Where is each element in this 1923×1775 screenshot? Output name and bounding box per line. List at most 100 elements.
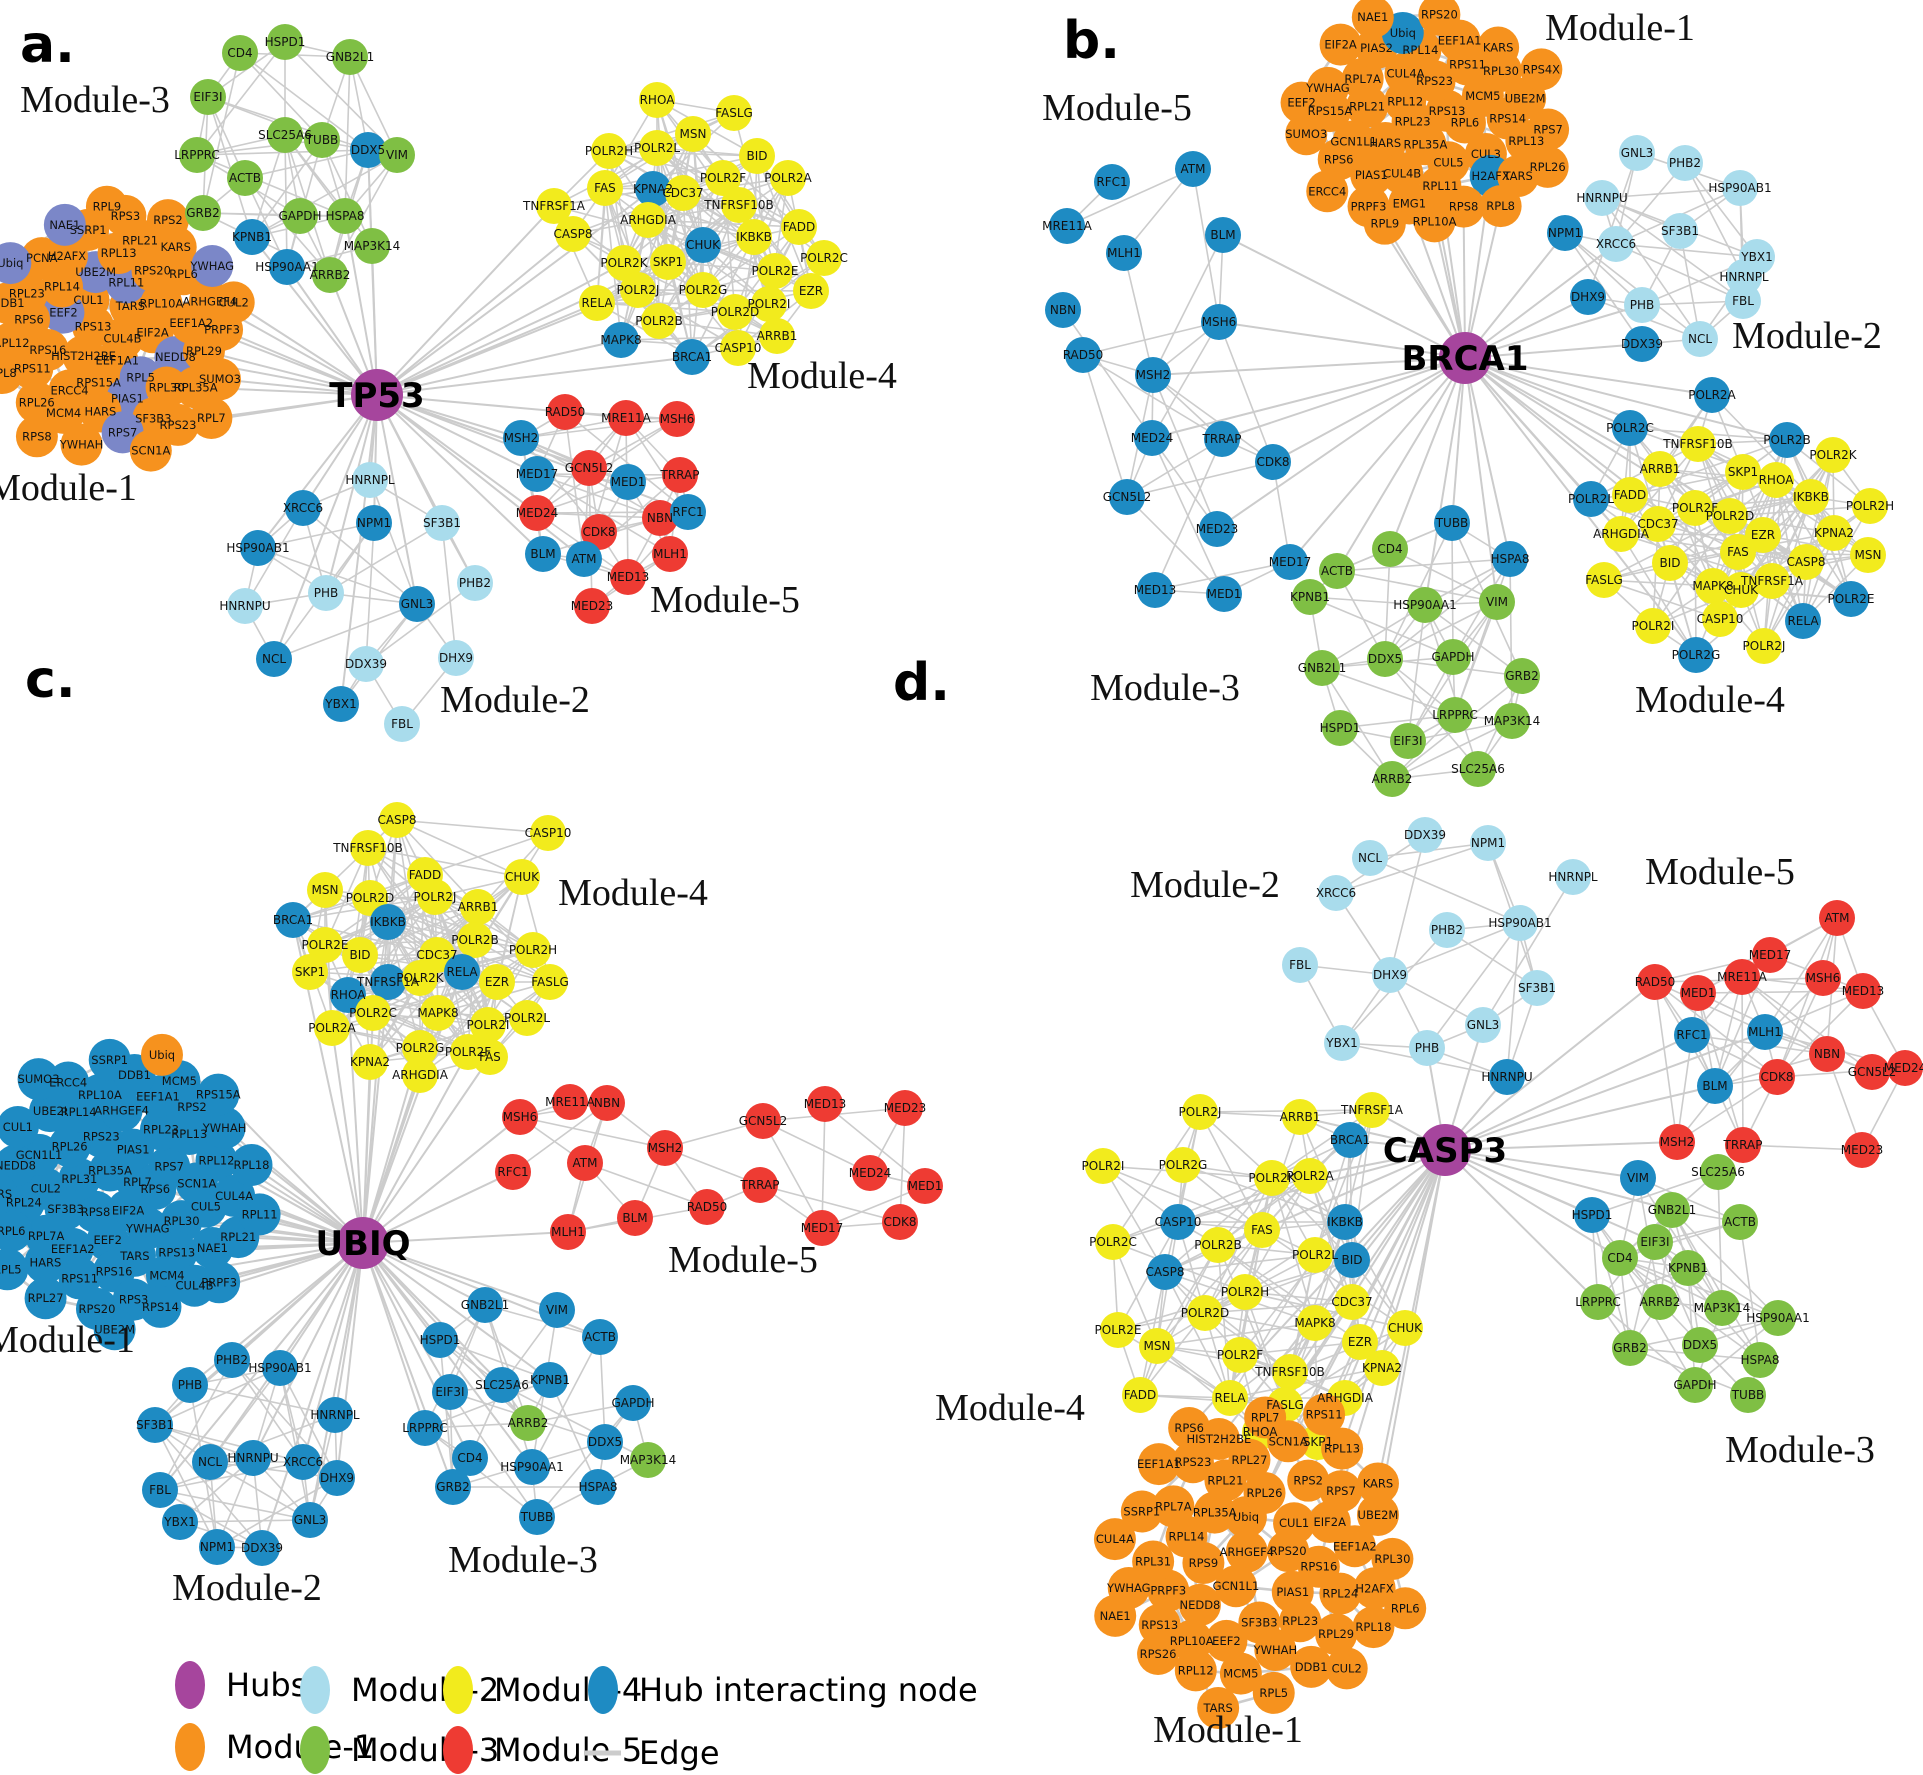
node-BID[interactable]: [1652, 545, 1688, 581]
node-RPL27[interactable]: [24, 1277, 67, 1320]
node-TUBB[interactable]: [519, 1499, 555, 1535]
node-DDX39[interactable]: [1407, 817, 1443, 853]
node-RPS23[interactable]: [156, 403, 199, 446]
node-RHOA[interactable]: [330, 977, 366, 1013]
node-FBL[interactable]: [1725, 283, 1761, 319]
node-FBL[interactable]: [384, 706, 420, 742]
node-XRCC6[interactable]: [285, 490, 321, 526]
node-RPL23[interactable]: [1279, 1600, 1322, 1643]
node-RPL7[interactable]: [190, 397, 233, 440]
node-ARHGDIA[interactable]: [630, 202, 666, 238]
node-CD4[interactable]: [222, 35, 258, 71]
node-POLR2E[interactable]: [1833, 581, 1869, 617]
node-CUL4A[interactable]: [1093, 1518, 1136, 1561]
node-TUBB[interactable]: [304, 122, 340, 158]
node-NAE1[interactable]: [1094, 1594, 1137, 1637]
node-SKP1[interactable]: [650, 244, 686, 280]
node-PCNA[interactable]: [20, 237, 63, 280]
node-HSP90AB1[interactable]: [262, 1350, 298, 1386]
node-ACTB[interactable]: [1722, 1204, 1758, 1240]
node-FASLG[interactable]: [532, 964, 568, 1000]
node-RAD50[interactable]: [547, 394, 583, 430]
node-ACTB[interactable]: [227, 160, 263, 196]
node-KPNB1[interactable]: [1670, 1250, 1706, 1286]
node-GRB2[interactable]: [185, 195, 221, 231]
node-FADD[interactable]: [1612, 477, 1648, 513]
node-NCL[interactable]: [1682, 321, 1718, 357]
node-MSN[interactable]: [307, 872, 343, 908]
node-GNB2L1[interactable]: [1304, 650, 1340, 686]
node-PHB2[interactable]: [457, 565, 493, 601]
node-VIM[interactable]: [379, 137, 415, 173]
node-ARHGEF4[interactable]: [1225, 1530, 1268, 1573]
node-Ubiq[interactable]: [0, 242, 32, 285]
node-KARS[interactable]: [1477, 26, 1520, 69]
node-ARRB2[interactable]: [312, 257, 348, 293]
node-DHX9[interactable]: [319, 1460, 355, 1496]
node-POLR2C[interactable]: [806, 240, 842, 276]
node-YWHAG[interactable]: [191, 245, 234, 288]
node-RPL12[interactable]: [195, 1139, 238, 1182]
node-DHX9[interactable]: [438, 640, 474, 676]
node-POLR2L[interactable]: [639, 130, 675, 166]
node-POLR2A[interactable]: [770, 160, 806, 196]
node-HSPD1[interactable]: [1322, 710, 1358, 746]
node-GAPDH[interactable]: [282, 198, 318, 234]
node-BRCA1[interactable]: [674, 339, 710, 375]
node-MLH1[interactable]: [1106, 235, 1142, 271]
node-GNL3[interactable]: [399, 586, 435, 622]
node-PHB2[interactable]: [1667, 145, 1703, 181]
node-GNL3[interactable]: [1465, 1007, 1501, 1043]
node-ACTB[interactable]: [582, 1319, 618, 1355]
node-DDB1[interactable]: [0, 282, 30, 325]
node-HSP90AA1[interactable]: [269, 249, 305, 285]
node-TNFRSF1A[interactable]: [1354, 1092, 1390, 1128]
node-TRRAP[interactable]: [662, 457, 698, 493]
node-MAP3K14[interactable]: [1704, 1290, 1740, 1326]
node-RAD50[interactable]: [689, 1189, 725, 1225]
node-MED17[interactable]: [1752, 937, 1788, 973]
node-CASP8[interactable]: [555, 216, 591, 252]
node-HSPD1[interactable]: [1574, 1197, 1610, 1233]
node-RPL31[interactable]: [1132, 1540, 1175, 1583]
node-MSH6[interactable]: [1805, 960, 1841, 996]
node-RPS7[interactable]: [1527, 108, 1570, 151]
node-PHB[interactable]: [1409, 1030, 1445, 1066]
node-RPL27[interactable]: [1228, 1438, 1271, 1481]
node-NAE1[interactable]: [43, 203, 86, 246]
node-RFC1[interactable]: [1674, 1017, 1710, 1053]
node-HSP90AB1[interactable]: [1722, 170, 1758, 206]
node-FAS[interactable]: [472, 1039, 508, 1075]
node-POLR2L[interactable]: [509, 1000, 545, 1036]
node-EIF2A[interactable]: [1319, 23, 1362, 66]
node-RPL35A[interactable]: [1193, 1491, 1236, 1534]
node-SUMO3[interactable]: [17, 1058, 60, 1101]
node-TRRAP[interactable]: [742, 1167, 778, 1203]
hub-CASP3[interactable]: [1419, 1124, 1471, 1176]
node-POLR2D[interactable]: [1712, 498, 1748, 534]
node-SF3B1[interactable]: [424, 505, 460, 541]
node-RPL30[interactable]: [1371, 1537, 1414, 1580]
node-HSP90AA1[interactable]: [514, 1449, 550, 1485]
node-EEF1A2[interactable]: [1333, 1525, 1376, 1568]
node-CHUK[interactable]: [1723, 572, 1759, 608]
node-BLM[interactable]: [617, 1200, 653, 1236]
node-TNFRSF1A[interactable]: [1754, 563, 1790, 599]
node-EEF1A1[interactable]: [1137, 1443, 1180, 1486]
node-MED17[interactable]: [519, 456, 555, 492]
node-TRRAP[interactable]: [1204, 421, 1240, 457]
hub-TP53[interactable]: [351, 369, 403, 421]
node-PHB[interactable]: [172, 1367, 208, 1403]
node-RPS11[interactable]: [58, 1257, 101, 1300]
node-CASP10[interactable]: [530, 815, 566, 851]
node-RPL24[interactable]: [1319, 1572, 1362, 1615]
node-MED23[interactable]: [1844, 1132, 1880, 1168]
node-HNRNPL[interactable]: [317, 1397, 353, 1433]
node-UBE2M[interactable]: [93, 1308, 136, 1351]
node-HSPA8[interactable]: [1742, 1342, 1778, 1378]
node-POLR2B[interactable]: [1769, 422, 1805, 458]
node-CHUK[interactable]: [685, 227, 721, 263]
node-RPL9[interactable]: [1363, 202, 1406, 245]
node-RPL13[interactable]: [1321, 1427, 1364, 1470]
node-SLC25A6[interactable]: [1700, 1154, 1736, 1190]
